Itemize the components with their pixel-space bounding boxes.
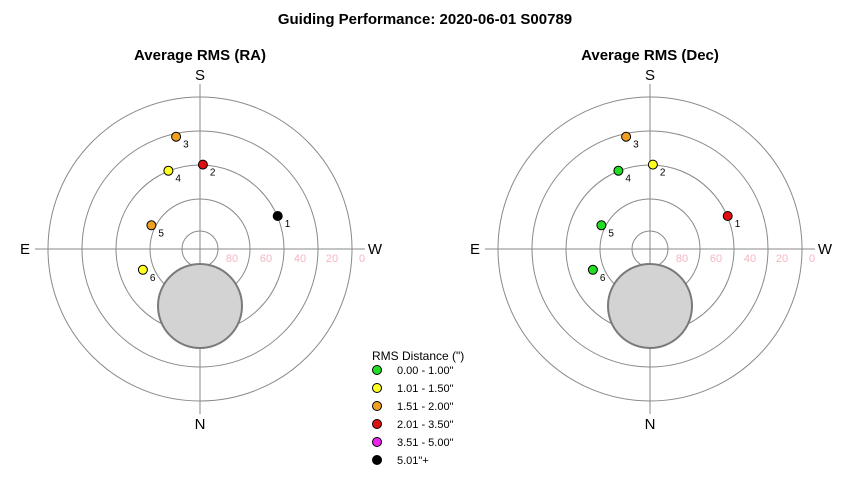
obstruction-region bbox=[157, 263, 243, 349]
altitude-tick-label: 60 bbox=[260, 253, 272, 265]
data-point-label: 6 bbox=[150, 273, 156, 284]
altitude-tick-label: 20 bbox=[326, 253, 338, 265]
compass-south: S bbox=[645, 67, 655, 84]
compass-west: W bbox=[368, 241, 383, 258]
legend-marker bbox=[372, 455, 382, 465]
compass-west: W bbox=[818, 241, 833, 258]
legend-title: RMS Distance (") bbox=[372, 349, 464, 363]
altitude-ring bbox=[497, 96, 803, 402]
polar-plot-dec: Average RMS (Dec) 80 60 40 20 0 S N E W 1 2 3 4 5 6 bbox=[470, 47, 833, 433]
compass-north: N bbox=[645, 416, 656, 433]
compass-east: E bbox=[470, 241, 480, 258]
data-point-5 bbox=[596, 220, 607, 231]
altitude-tick-label: 60 bbox=[710, 253, 722, 265]
altitude-tick-label: 80 bbox=[226, 253, 238, 265]
legend-marker bbox=[372, 419, 382, 429]
data-point-2 bbox=[647, 159, 658, 170]
data-point-1 bbox=[272, 211, 283, 221]
altitude-tick-label: 20 bbox=[776, 253, 788, 265]
altitude-ring bbox=[81, 130, 319, 368]
data-point-label: 5 bbox=[608, 228, 614, 239]
data-point-label: 3 bbox=[633, 140, 639, 151]
altitude-tick-label: 40 bbox=[744, 253, 756, 265]
data-point-label: 3 bbox=[183, 140, 189, 151]
data-point-label: 1 bbox=[285, 219, 291, 230]
polar-plot-ra: Average RMS (RA) 80 60 40 20 0 S N E W 1 2 3 4 5 6 bbox=[20, 47, 383, 433]
subplot-title-ra: Average RMS (RA) bbox=[134, 47, 266, 64]
legend-label: 1.51 - 2.00" bbox=[397, 401, 454, 413]
altitude-tick-label: 0 bbox=[809, 253, 815, 265]
legend: RMS Distance (") 0.00 - 1.00" 1.01 - 1.50… bbox=[372, 349, 464, 467]
altitude-ring bbox=[47, 96, 353, 402]
data-point-1 bbox=[722, 211, 733, 221]
data-point-label: 4 bbox=[625, 174, 631, 185]
altitude-ring bbox=[531, 130, 769, 368]
compass-south: S bbox=[195, 67, 205, 84]
altitude-tick-label: 0 bbox=[359, 253, 365, 265]
legend-label: 0.00 - 1.00" bbox=[397, 365, 454, 377]
data-point-5 bbox=[146, 220, 157, 231]
data-point-2 bbox=[197, 159, 208, 170]
legend-marker bbox=[372, 365, 382, 375]
data-point-4 bbox=[613, 165, 624, 176]
compass-north: N bbox=[195, 416, 206, 433]
data-point-3 bbox=[171, 131, 182, 142]
legend-marker bbox=[372, 437, 382, 447]
data-point-6 bbox=[137, 264, 148, 275]
data-point-4 bbox=[163, 165, 174, 176]
data-point-3 bbox=[621, 131, 632, 142]
legend-label: 5.01"+ bbox=[397, 455, 429, 467]
data-point-label: 6 bbox=[600, 273, 606, 284]
legend-marker bbox=[372, 383, 382, 393]
subplot-title-dec: Average RMS (Dec) bbox=[581, 47, 719, 64]
legend-marker bbox=[372, 401, 382, 411]
altitude-tick-label: 40 bbox=[294, 253, 306, 265]
compass-east: E bbox=[20, 241, 30, 258]
data-point-label: 2 bbox=[660, 168, 666, 179]
data-point-label: 2 bbox=[210, 168, 216, 179]
data-point-label: 1 bbox=[735, 219, 741, 230]
obstruction-region bbox=[607, 263, 693, 349]
legend-label: 2.01 - 3.50" bbox=[397, 419, 454, 431]
legend-label: 3.51 - 5.00" bbox=[397, 437, 454, 449]
legend-entries: 0.00 - 1.00" 1.01 - 1.50" 1.51 - 2.00" 2.01… bbox=[372, 365, 454, 467]
figure-title: Guiding Performance: 2020-06-01 S00789 bbox=[278, 11, 572, 28]
legend-label: 1.01 - 1.50" bbox=[397, 383, 454, 395]
data-point-label: 5 bbox=[158, 228, 164, 239]
data-point-6 bbox=[587, 264, 598, 275]
data-point-label: 4 bbox=[175, 174, 181, 185]
altitude-tick-label: 80 bbox=[676, 253, 688, 265]
